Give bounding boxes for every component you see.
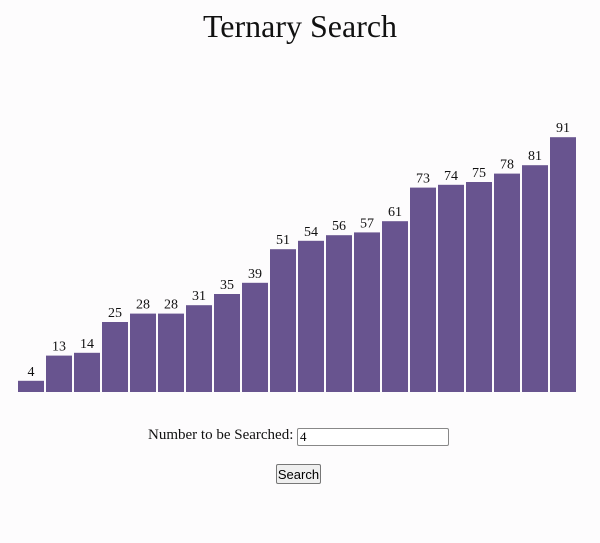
bar-label: 56	[332, 219, 346, 234]
bar-label: 25	[108, 306, 122, 321]
bar-label: 61	[388, 205, 402, 220]
bar	[298, 240, 324, 392]
bar	[270, 249, 296, 392]
bar-label: 73	[416, 172, 430, 187]
bar	[354, 232, 380, 392]
bar	[46, 355, 72, 392]
bar-label: 78	[500, 158, 514, 173]
bar-label: 91	[556, 121, 570, 136]
array-bars: 4 13 14 25 28 28 31 35 39 51 54 56 57 61 73 74 75 78 81 91	[18, 121, 576, 392]
bar-label: 74	[444, 169, 458, 184]
bar	[242, 282, 268, 392]
bar-label: 13	[52, 340, 66, 355]
search-button[interactable]: Search	[276, 464, 321, 484]
bar	[186, 305, 212, 392]
search-label: Number to be Searched:	[148, 427, 294, 443]
bar	[522, 165, 548, 392]
bar	[326, 235, 352, 392]
bar	[438, 184, 464, 392]
bar	[410, 187, 436, 392]
bar	[18, 380, 44, 392]
bar	[466, 182, 492, 392]
bar-label: 35	[220, 278, 234, 293]
bar	[158, 313, 184, 392]
bar-label: 31	[192, 289, 206, 304]
bar	[130, 313, 156, 392]
bar	[102, 322, 128, 392]
bar-label: 57	[360, 216, 374, 231]
bar-label: 81	[528, 149, 542, 164]
page-title: Ternary Search	[202, 8, 398, 44]
bar-label: 28	[136, 298, 150, 313]
bar	[214, 294, 240, 392]
bar-label: 14	[80, 337, 94, 352]
bar	[550, 137, 576, 392]
bar	[74, 352, 100, 392]
bar	[382, 221, 408, 392]
bar-label: 28	[164, 298, 178, 313]
search-input[interactable]	[297, 428, 449, 446]
bar-label: 51	[276, 233, 290, 248]
bar	[494, 173, 520, 392]
bar-label: 39	[248, 267, 262, 282]
bar-label: 75	[472, 166, 486, 181]
bar-label: 4	[28, 365, 35, 380]
bar-label: 54	[304, 225, 318, 240]
